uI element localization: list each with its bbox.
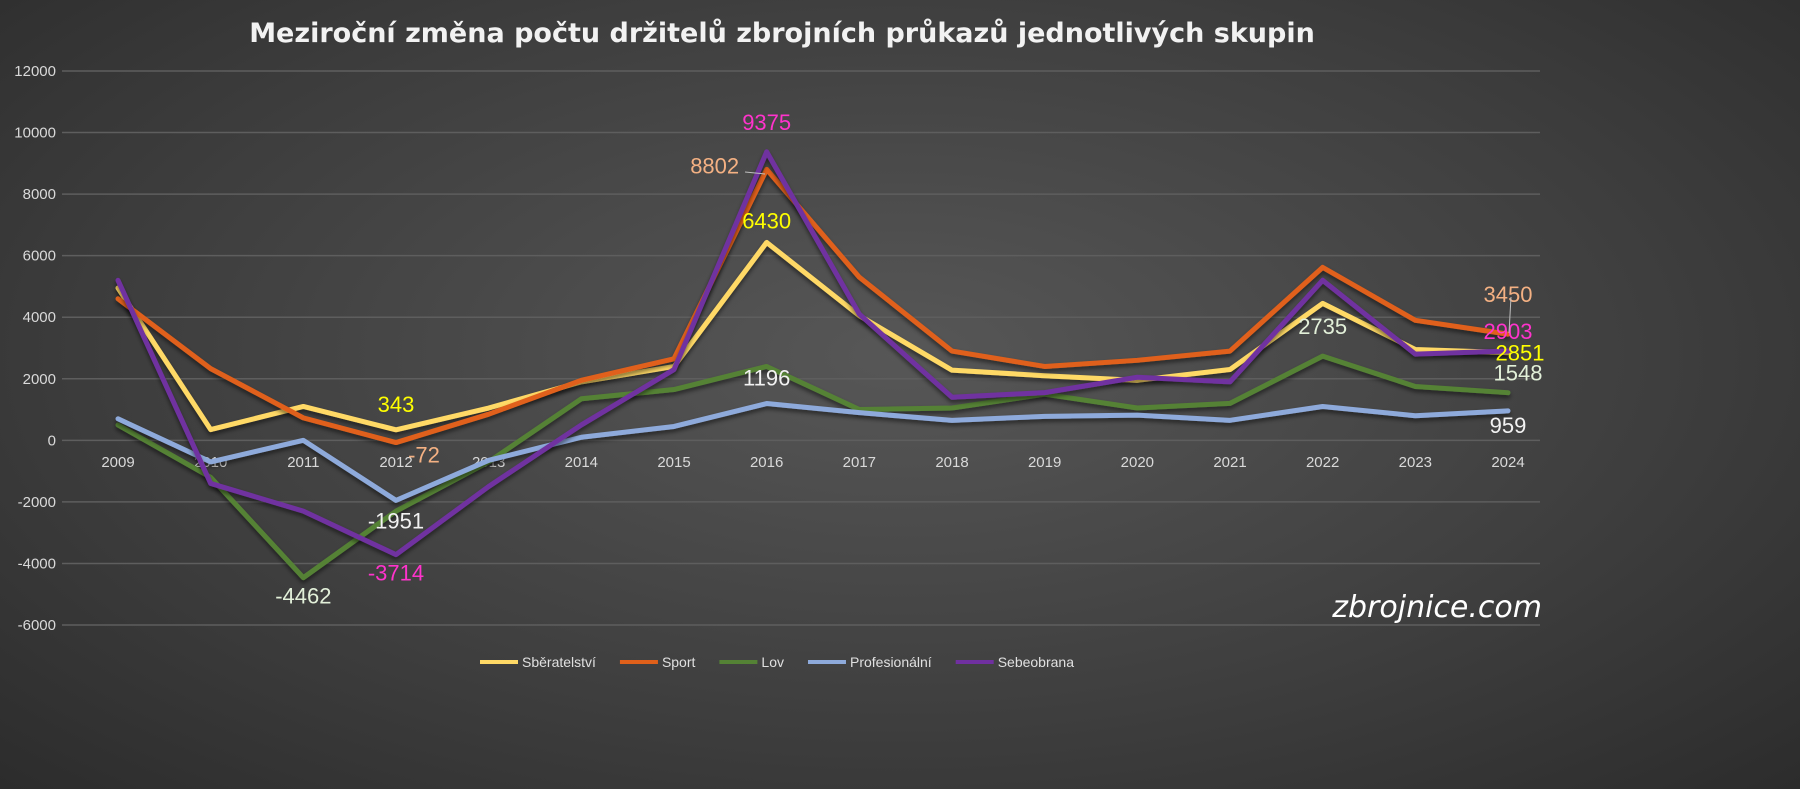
series-line-profesionální [115, 401, 1511, 503]
legend-label: Lov [761, 654, 784, 670]
y-tick-label: 6000 [23, 248, 56, 265]
data-label: 2851 [1496, 341, 1545, 366]
series-line-sebeobrana [115, 149, 1511, 558]
x-tick-label: 2022 [1306, 454, 1339, 471]
data-label: 2903 [1484, 319, 1533, 344]
data-label: -4462 [275, 584, 331, 609]
y-tick-label: -4000 [18, 555, 56, 572]
data-label: -3714 [368, 561, 424, 586]
x-tick-label: 2011 [287, 454, 319, 471]
x-tick-label: 2019 [1028, 454, 1061, 471]
series-lines [115, 149, 1511, 581]
x-tick-label: 2021 [1213, 454, 1246, 471]
leader-line [1508, 296, 1512, 334]
x-tick-label: 2024 [1491, 454, 1524, 471]
series-line-lov [115, 353, 1511, 581]
data-label: 3450 [1484, 282, 1533, 307]
x-tick-label: 2020 [1121, 454, 1154, 471]
data-label: 6430 [742, 208, 791, 233]
data-label: 959 [1490, 413, 1527, 438]
y-tick-label: 10000 [14, 125, 56, 142]
data-label: 1196 [743, 366, 790, 391]
y-tick-label: 0 [48, 432, 56, 449]
leader-line [744, 171, 766, 175]
x-tick-label: 2015 [657, 454, 690, 471]
y-tick-label: -6000 [18, 617, 56, 634]
x-axis: 2009 2010 2011 2012 2013 2014 2015 2016 2017 2018… [101, 454, 1524, 471]
data-label: 1548 [1494, 361, 1543, 386]
y-tick-label: 12000 [14, 63, 56, 80]
chart-title: Meziroční změna počtu držitelů zbrojních… [249, 18, 1315, 49]
gridlines [62, 70, 1540, 626]
x-tick-label: 2014 [565, 454, 598, 471]
watermark: zbrojnice.com [1331, 590, 1542, 625]
y-tick-label: 8000 [23, 186, 56, 203]
data-label: 2735 [1298, 314, 1347, 339]
y-axis: 12000 10000 8000 6000 4000 2000 0 -2000 -4000 -60… [14, 63, 56, 634]
y-tick-label: -2000 [18, 494, 56, 511]
series-line-sport [115, 166, 1511, 446]
legend-label: Profesionální [850, 654, 932, 670]
y-tick-label: 2000 [23, 371, 56, 388]
legend-label: Sebeobrana [998, 654, 1075, 670]
y-tick-label: 4000 [23, 309, 56, 326]
legend: Sběratelství Sport Lov Profesionální Sebeobr… [480, 654, 1074, 670]
data-label: 9375 [742, 110, 791, 135]
legend-label: Sběratelství [522, 654, 596, 670]
data-label: -1951 [368, 508, 424, 533]
x-tick-label: 2018 [935, 454, 968, 471]
data-label: -72 [408, 443, 440, 468]
data-label: 343 [378, 392, 415, 417]
series-line-sběratelství [115, 239, 1511, 433]
x-tick-label: 2016 [750, 454, 783, 471]
x-tick-label: 2012 [379, 454, 412, 471]
x-tick-label: 2023 [1399, 454, 1432, 471]
legend-label: Sport [662, 654, 696, 670]
data-labels: 343 6430 2851 -72 8802 3450 -4462 2735 1548 -1951… [275, 110, 1544, 609]
x-tick-label: 2009 [101, 454, 134, 471]
x-tick-label: 2017 [843, 454, 876, 471]
data-label: 8802 [690, 153, 739, 178]
